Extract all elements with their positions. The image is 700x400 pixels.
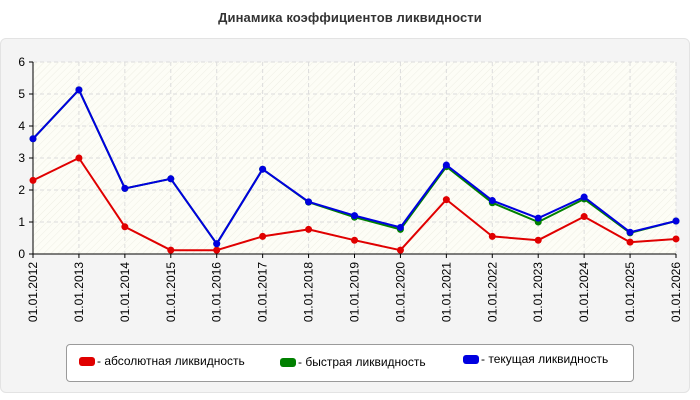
data-point-absolute (396, 246, 404, 254)
data-point-current (75, 86, 83, 94)
data-point-current (396, 223, 404, 231)
legend-label-quick: - быстрая ликвидность (298, 355, 426, 369)
data-point-absolute (305, 225, 313, 233)
data-point-current (259, 165, 267, 173)
data-point-absolute (626, 238, 634, 246)
data-point-current (305, 198, 313, 206)
x-tick-label: 01.01.2023 (531, 262, 545, 322)
chart-legend: - абсолютная ликвидность - быстрая ликви… (66, 344, 634, 382)
data-point-current (121, 184, 129, 192)
data-point-current (580, 193, 588, 201)
legend-label-absolute: - абсолютная ликвидность (97, 354, 245, 368)
y-tick-label: 6 (18, 55, 25, 69)
legend-item-absolute: - абсолютная ликвидность (79, 354, 245, 368)
y-tick-label: 0 (18, 247, 25, 261)
y-tick-label: 1 (18, 215, 25, 229)
data-point-absolute (121, 223, 129, 231)
data-point-current (534, 214, 542, 222)
data-point-absolute (351, 236, 358, 244)
data-point-current (213, 240, 221, 248)
x-tick-label: 01.01.2013 (72, 262, 86, 322)
data-point-current (351, 212, 358, 220)
data-point-current (672, 217, 680, 225)
x-tick-label: 01.01.2024 (577, 262, 591, 322)
x-tick-label: 01.01.2019 (348, 262, 362, 322)
data-point-current (29, 135, 37, 143)
x-tick-label: 01.01.2014 (118, 262, 132, 322)
data-point-current (488, 197, 496, 205)
legend-item-current: - текущая ликвидность (463, 352, 608, 366)
y-tick-label: 2 (18, 183, 25, 197)
data-point-absolute (259, 232, 267, 240)
x-tick-label: 01.01.2015 (164, 262, 178, 322)
x-tick-label: 01.01.2017 (256, 262, 270, 322)
data-point-absolute (167, 246, 175, 254)
x-tick-label: 01.01.2021 (439, 262, 453, 322)
data-point-absolute (580, 213, 588, 221)
data-point-absolute (534, 236, 542, 244)
y-tick-label: 5 (18, 87, 25, 101)
legend-label-current: - текущая ликвидность (481, 352, 609, 366)
data-point-current (442, 161, 450, 169)
legend-item-quick: - быстрая ликвидность (280, 355, 426, 369)
x-tick-label: 01.01.2018 (302, 262, 316, 322)
chart-title: Динамика коэффициентов ликвидности (218, 10, 482, 25)
data-point-current (626, 228, 634, 236)
data-point-absolute (29, 176, 37, 184)
x-tick-label: 01.01.2020 (393, 262, 407, 322)
data-point-absolute (213, 246, 221, 254)
legend-swatch-current (463, 354, 479, 364)
x-tick-label: 01.01.2026 (669, 262, 683, 322)
x-tick-label: 01.01.2012 (26, 262, 40, 322)
data-point-absolute (75, 154, 83, 162)
data-point-current (167, 175, 175, 183)
x-tick-label: 01.01.2025 (623, 262, 637, 322)
x-tick-label: 01.01.2016 (210, 262, 224, 322)
legend-swatch-quick (280, 357, 296, 367)
x-tick-label: 01.01.2022 (485, 262, 499, 322)
data-point-absolute (488, 232, 496, 240)
y-tick-label: 4 (18, 119, 25, 133)
data-point-absolute (442, 196, 450, 204)
data-point-absolute (672, 235, 680, 243)
y-tick-label: 3 (18, 151, 25, 165)
legend-swatch-absolute (79, 356, 95, 366)
